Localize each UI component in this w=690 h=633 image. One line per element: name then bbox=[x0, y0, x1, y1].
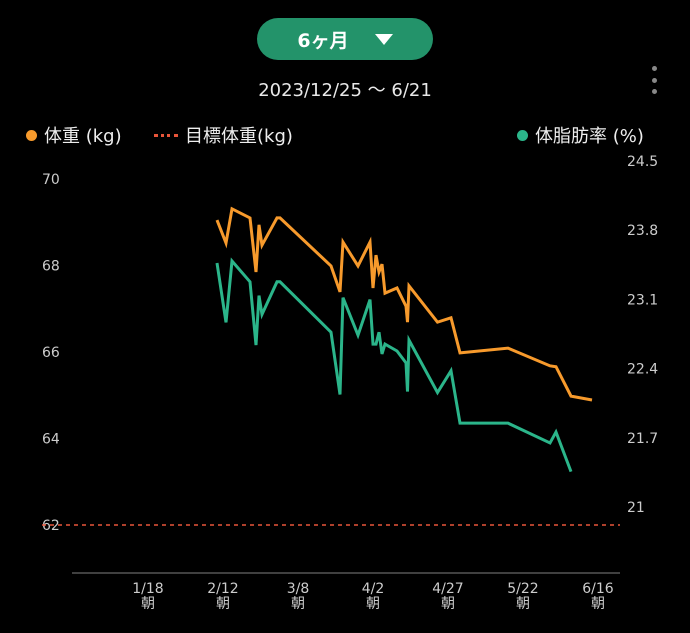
more-options-icon[interactable] bbox=[646, 66, 662, 94]
y-right-tick-label: 23.1 bbox=[627, 292, 658, 308]
x-tick-sublabel: 朝 bbox=[366, 596, 380, 612]
period-label: 6ヶ月 bbox=[297, 29, 349, 52]
fat-dot-icon bbox=[517, 129, 528, 141]
x-tick-sublabel: 朝 bbox=[141, 596, 155, 612]
x-tick-label: 4/2 bbox=[362, 581, 385, 597]
x-tick-sublabel: 朝 bbox=[516, 596, 530, 612]
x-tick-label: 6/16 bbox=[582, 581, 614, 597]
x-tick-label: 2/12 bbox=[207, 581, 238, 597]
legend-target: 目標体重(kg) bbox=[154, 122, 293, 148]
legend-fat-label: 体脂肪率 (%) bbox=[535, 126, 644, 147]
x-tick-label: 3/8 bbox=[287, 581, 310, 597]
legend-target-label: 目標体重(kg) bbox=[185, 126, 293, 147]
date-range: 2023/12/25 〜 6/21 bbox=[258, 80, 432, 101]
y-left-tick-label: 70 bbox=[42, 172, 60, 188]
x-tick-sublabel: 朝 bbox=[591, 596, 605, 612]
x-tick-label: 1/18 bbox=[132, 581, 163, 597]
x-tick-label: 4/27 bbox=[432, 581, 463, 597]
weight-dot-icon bbox=[26, 129, 37, 141]
x-tick-sublabel: 朝 bbox=[441, 596, 455, 612]
x-tick-sublabel: 朝 bbox=[216, 596, 230, 612]
y-right-tick-label: 21.7 bbox=[627, 431, 658, 447]
fat-series-line bbox=[215, 257, 573, 473]
y-right-tick-label: 22.4 bbox=[627, 362, 658, 378]
legend-weight: 体重 (kg) bbox=[26, 122, 122, 148]
y-left-tick-label: 62 bbox=[42, 518, 60, 534]
legend-fat: 体脂肪率 (%) bbox=[517, 122, 644, 148]
dropdown-triangle-icon bbox=[374, 33, 393, 45]
y-right-tick-label: 23.8 bbox=[627, 223, 658, 239]
y-right-tick-label: 21 bbox=[627, 500, 645, 516]
period-dropdown[interactable]: 6ヶ月 bbox=[257, 18, 433, 60]
y-left-tick-label: 66 bbox=[42, 345, 60, 361]
legend-weight-label: 体重 (kg) bbox=[44, 126, 122, 147]
target-dash-icon bbox=[154, 133, 178, 137]
y-left-tick-label: 64 bbox=[42, 432, 60, 448]
y-right-tick-label: 24.5 bbox=[627, 154, 658, 170]
x-tick-sublabel: 朝 bbox=[291, 596, 305, 612]
y-left-tick-label: 68 bbox=[42, 259, 60, 275]
x-tick-label: 5/22 bbox=[507, 581, 538, 597]
weight-series-line bbox=[215, 206, 593, 402]
